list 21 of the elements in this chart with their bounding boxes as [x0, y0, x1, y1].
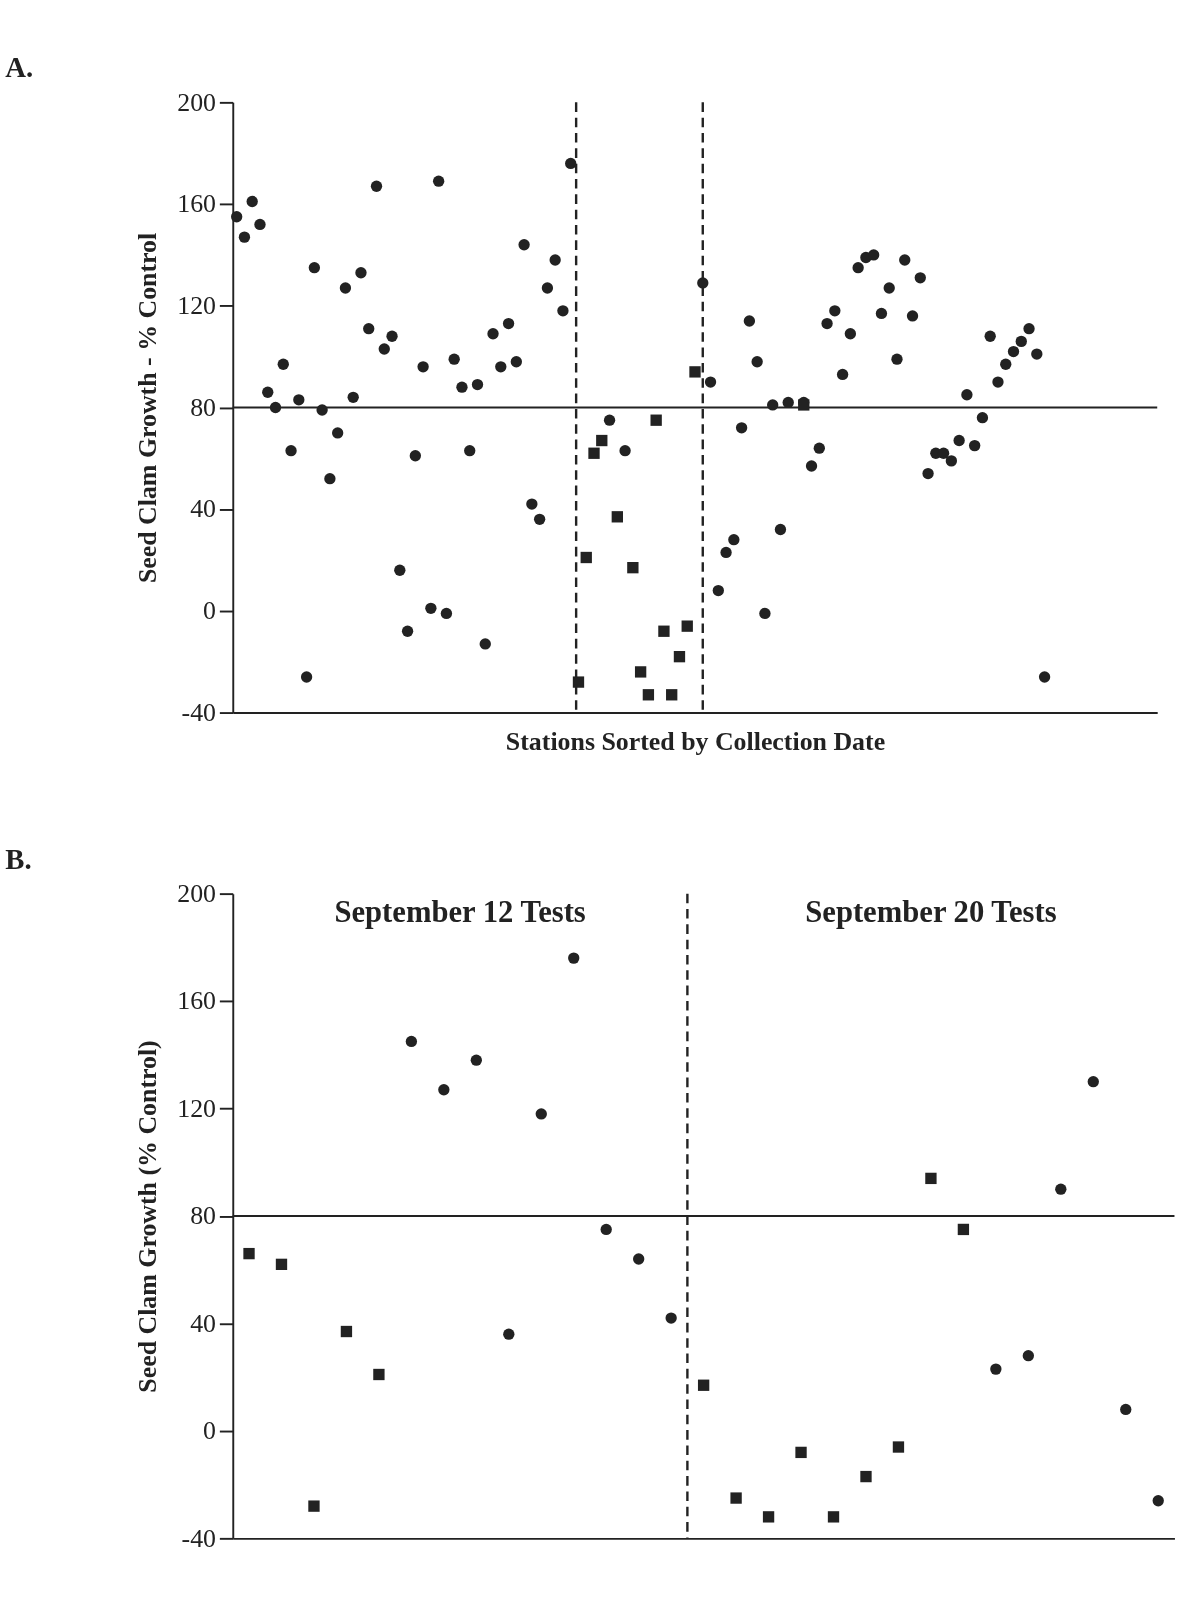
y-tick-label: -40	[181, 697, 217, 727]
y-tick-label: -40	[181, 1523, 217, 1553]
y-tick-label: 40	[190, 494, 217, 524]
y-axis-title: Seed Clam Growth (% Control)	[133, 1040, 163, 1393]
y-tick-label: 160	[177, 986, 217, 1016]
y-tick-label: 200	[177, 87, 217, 117]
y-axis-title: Seed Clam Growth - % Control	[133, 232, 163, 584]
annotation: September 12 Tests	[334, 895, 586, 930]
y-tick-label: 160	[177, 189, 217, 219]
chart-title: A.	[5, 51, 34, 84]
y-tick-label: 120	[177, 1093, 217, 1123]
y-tick-label: 80	[190, 1201, 217, 1231]
y-tick-label: 80	[190, 392, 217, 422]
chart-title: B.	[5, 842, 32, 875]
y-tick-label: 0	[203, 1416, 217, 1446]
y-tick-label: 0	[203, 596, 217, 626]
y-tick-label: 120	[177, 290, 217, 320]
annotation: September 20 Tests	[805, 895, 1057, 930]
y-tick-label: 200	[177, 878, 217, 908]
x-axis-title: Stations Sorted by Collection Date	[505, 727, 886, 757]
y-tick-label: 40	[190, 1308, 217, 1338]
